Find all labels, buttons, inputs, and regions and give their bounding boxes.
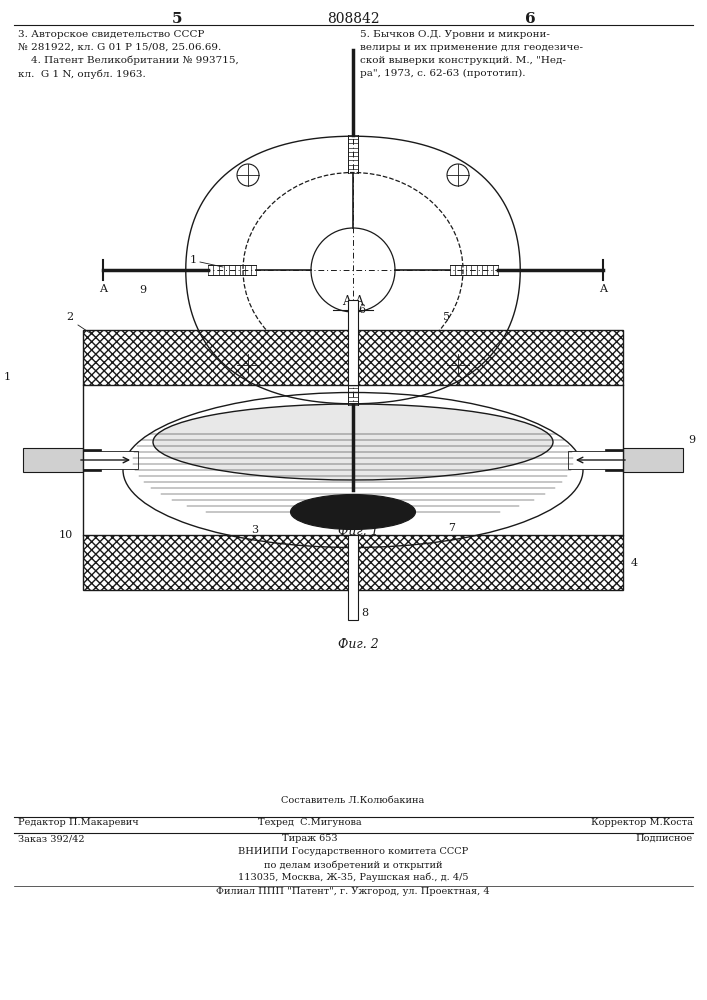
Bar (568, 451, 623, 469)
Text: 113035, Москва, Ж-35, Раушская наб., д. 4/5: 113035, Москва, Ж-35, Раушская наб., д. … (238, 873, 468, 882)
Bar (605, 449, 623, 471)
Text: A: A (599, 284, 607, 294)
Text: Составитель Л.Колюбакина: Составитель Л.Колюбакина (281, 796, 425, 805)
Bar (623, 448, 683, 472)
Bar (83, 535, 623, 590)
Text: 1: 1 (189, 255, 197, 265)
Text: A-A: A-A (342, 295, 364, 308)
Text: 9: 9 (139, 285, 146, 295)
Ellipse shape (153, 404, 553, 480)
Text: 6: 6 (525, 12, 535, 26)
Text: Фиг. 2: Фиг. 2 (338, 638, 378, 651)
Text: 808842: 808842 (327, 12, 380, 26)
Text: Фиг. 1: Фиг. 1 (338, 525, 378, 538)
Text: 10: 10 (59, 530, 73, 540)
Text: 7: 7 (448, 523, 455, 533)
Text: Филиал ППП "Патент", г. Ужгород, ул. Проектная, 4: Филиал ППП "Патент", г. Ужгород, ул. Про… (216, 887, 490, 896)
Text: Тираж 653: Тираж 653 (282, 834, 338, 843)
Text: Корректор М.Коста: Корректор М.Коста (591, 818, 693, 827)
Text: ВНИИПИ Государственного комитета СССР: ВНИИПИ Государственного комитета СССР (238, 847, 468, 856)
Text: 9: 9 (688, 435, 695, 445)
Text: 4: 4 (631, 558, 638, 568)
Text: Редактор П.Макаревич: Редактор П.Макаревич (18, 818, 139, 827)
Bar (83, 451, 138, 469)
Text: 2: 2 (66, 312, 73, 322)
Bar (23, 448, 83, 472)
Text: 3: 3 (251, 525, 258, 535)
Text: Подписное: Подписное (636, 834, 693, 843)
Text: 5: 5 (443, 312, 450, 322)
Bar (348, 535, 358, 620)
Text: Техред  С.Мигунова: Техред С.Мигунова (258, 818, 362, 827)
Text: A: A (99, 284, 107, 294)
Bar (83, 330, 623, 385)
Text: 8: 8 (361, 608, 368, 618)
Text: 1: 1 (4, 372, 11, 382)
Bar (348, 300, 358, 385)
Ellipse shape (291, 494, 416, 530)
Bar (83, 449, 101, 471)
Text: Заказ 392/42: Заказ 392/42 (18, 834, 85, 843)
Text: 5: 5 (172, 12, 182, 26)
Text: 6: 6 (358, 305, 365, 315)
Text: 5. Бычков О.Д. Уровни и микрони-
велиры и их применение для геодезиче-
ской выве: 5. Бычков О.Д. Уровни и микрони- велиры … (360, 30, 583, 78)
Text: 3. Авторское свидетельство СССР
№ 281922, кл. G 01 P 15/08, 25.06.69.
    4. Пат: 3. Авторское свидетельство СССР № 281922… (18, 30, 239, 79)
Text: по делам изобретений и открытий: по делам изобретений и открытий (264, 860, 443, 869)
